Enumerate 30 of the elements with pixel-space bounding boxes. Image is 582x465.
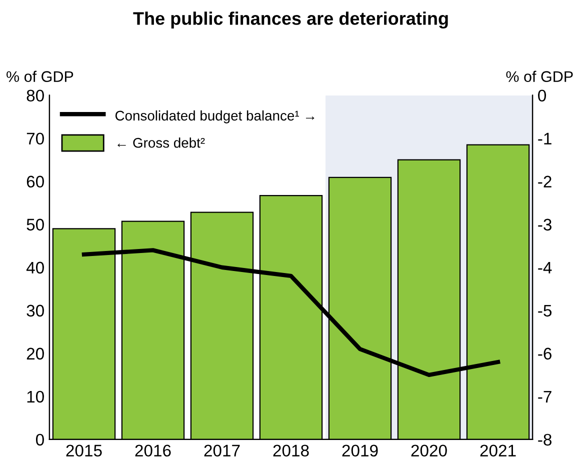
x-tick-label: 2019 [342, 444, 378, 457]
y-tick-label: 40 [26, 262, 44, 274]
x-tick-label: 2016 [135, 444, 171, 457]
y-tick-label: 20 [26, 348, 44, 360]
y-tick-label: 50 [26, 218, 44, 231]
y-tick-label: 60 [26, 176, 44, 188]
y-tick-label: 80 [26, 90, 44, 102]
y2-tick-label: -8 [538, 434, 552, 446]
chart-title: The public finances are deteriorating [133, 12, 448, 29]
y-tick-label: 10 [27, 390, 44, 403]
y2-tick-label: -3 [538, 218, 552, 231]
y-tick-label: 70 [26, 132, 44, 145]
y2-tick-label: 0 [538, 90, 546, 102]
x-tick-label: 2017 [204, 444, 240, 457]
x-tick-label: 2021 [480, 444, 516, 457]
y2-tick-label: -4 [538, 262, 552, 274]
y2-tick-label: -1 [538, 132, 552, 144]
x-tick-label: 2020 [411, 444, 447, 457]
y2-axis-title: % of GDP [506, 70, 573, 82]
y2-tick-label: -6 [538, 348, 552, 360]
y-tick-label: 0 [36, 434, 44, 446]
y2-tick-label: -7 [538, 390, 552, 402]
legend-label: ← Gross debt² [118, 138, 205, 148]
y-axis-title: % of GDP [6, 70, 74, 82]
y2-tick-label: -2 [538, 176, 552, 188]
y-tick-label: 30 [26, 304, 44, 317]
x-tick-label: 2015 [66, 444, 102, 457]
x-tick-label: 2018 [273, 444, 309, 457]
legend-label: Consolidated budget balance¹ → [115, 110, 314, 124]
y2-tick-label: -5 [538, 304, 552, 317]
